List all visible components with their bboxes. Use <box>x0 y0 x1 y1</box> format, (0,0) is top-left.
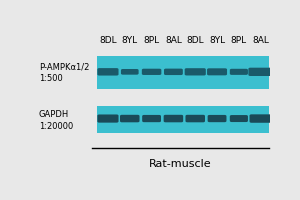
Text: 8PL: 8PL <box>143 36 160 45</box>
Text: 8PL: 8PL <box>231 36 247 45</box>
FancyBboxPatch shape <box>248 68 273 76</box>
FancyBboxPatch shape <box>121 69 139 75</box>
Text: 8DL: 8DL <box>99 36 117 45</box>
Bar <box>97 56 269 89</box>
FancyBboxPatch shape <box>207 68 227 75</box>
FancyBboxPatch shape <box>120 115 140 122</box>
Text: Rat-muscle: Rat-muscle <box>149 159 212 169</box>
FancyBboxPatch shape <box>164 115 183 122</box>
Text: 8YL: 8YL <box>209 36 225 45</box>
Text: 8AL: 8AL <box>165 36 182 45</box>
FancyBboxPatch shape <box>250 114 272 123</box>
Text: 8DL: 8DL <box>186 36 204 45</box>
Text: 8YL: 8YL <box>122 36 138 45</box>
FancyBboxPatch shape <box>142 69 161 75</box>
FancyBboxPatch shape <box>185 68 206 75</box>
FancyBboxPatch shape <box>164 69 183 75</box>
FancyBboxPatch shape <box>98 68 118 76</box>
Text: P-AMPKα1/2
1:500: P-AMPKα1/2 1:500 <box>39 63 89 83</box>
FancyBboxPatch shape <box>208 115 226 122</box>
Bar <box>97 106 269 133</box>
FancyBboxPatch shape <box>142 115 161 122</box>
FancyBboxPatch shape <box>98 114 118 123</box>
FancyBboxPatch shape <box>230 115 248 122</box>
Text: 8AL: 8AL <box>252 36 269 45</box>
Text: GAPDH
1:20000: GAPDH 1:20000 <box>39 110 73 131</box>
FancyBboxPatch shape <box>185 115 205 122</box>
FancyBboxPatch shape <box>230 69 248 75</box>
